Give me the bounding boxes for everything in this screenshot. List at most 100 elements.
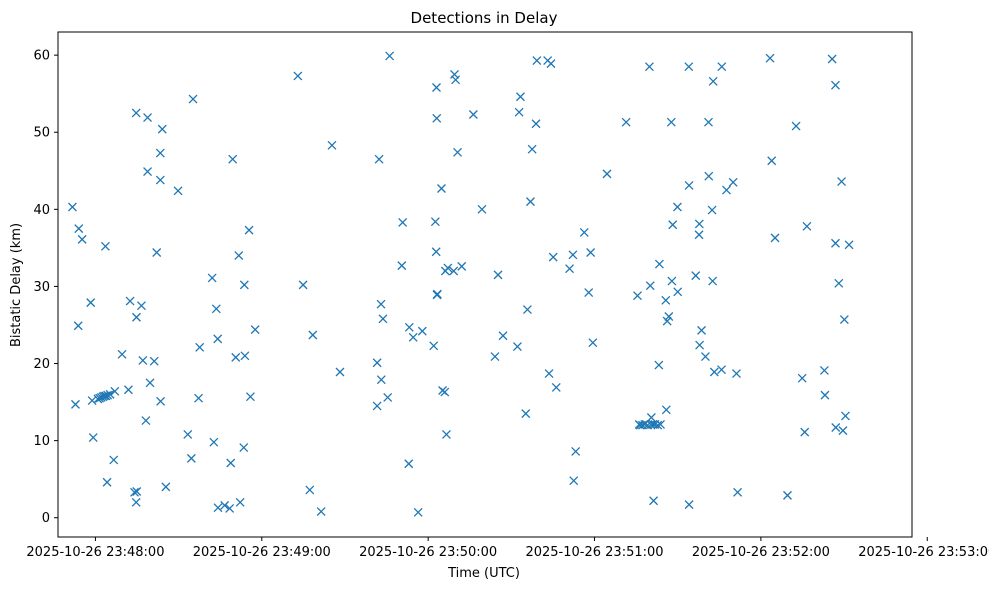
plot-frame [57, 31, 913, 538]
data-point [645, 281, 655, 291]
data-point [99, 391, 109, 401]
data-point [733, 487, 743, 497]
data-point [512, 342, 522, 352]
data-point [188, 94, 198, 104]
y-tick-label: 0 [42, 511, 50, 526]
data-point [441, 429, 451, 439]
data-point [100, 241, 110, 251]
data-point [451, 75, 461, 85]
data-point [376, 299, 386, 309]
data-point [231, 352, 241, 362]
data-point [584, 288, 594, 298]
data-point [527, 144, 537, 154]
y-axis: 0 10 20 30 40 50 60 [33, 49, 58, 526]
data-point [404, 322, 414, 332]
data-point [526, 197, 535, 207]
data-point [661, 405, 671, 415]
data-point [136, 301, 146, 311]
data-point [654, 259, 664, 269]
data-point [704, 117, 713, 127]
data-point [226, 458, 236, 468]
data-point [335, 367, 345, 377]
data-point [103, 390, 113, 400]
data-point [783, 490, 792, 500]
data-point [73, 321, 83, 331]
data-point [155, 148, 165, 158]
data-point [245, 392, 255, 402]
data-point [831, 423, 841, 432]
data-point [834, 278, 844, 288]
data-point [704, 171, 714, 181]
x-tick-label: 2025-10-26 23:49:00 [193, 545, 331, 560]
data-point [220, 500, 230, 510]
x-tick-label: 2025-10-26 23:52:00 [692, 545, 830, 560]
data-point [186, 453, 196, 463]
data-point [672, 202, 682, 212]
data-point [194, 393, 204, 403]
data-point [667, 276, 677, 286]
data-point [551, 382, 561, 392]
marker-layer [67, 51, 854, 517]
data-point [664, 312, 674, 321]
data-point [244, 225, 254, 235]
data-point [546, 59, 556, 69]
data-point [579, 227, 589, 237]
data-point [195, 342, 205, 352]
data-point [432, 113, 442, 123]
data-point [544, 369, 554, 379]
data-point [429, 341, 439, 351]
data-point [457, 261, 467, 271]
data-point [430, 217, 440, 227]
data-point [548, 252, 558, 262]
y-axis-label: Bistatic Delay (km) [9, 223, 24, 347]
data-point [109, 455, 119, 465]
data-point [250, 325, 260, 335]
data-point [110, 386, 120, 396]
data-point [173, 186, 183, 196]
data-point [586, 248, 596, 257]
data-point [654, 360, 664, 370]
data-point [661, 295, 671, 305]
data-point [372, 401, 382, 411]
data-point [791, 121, 801, 131]
data-point [378, 314, 388, 324]
data-point [374, 154, 384, 164]
data-point [432, 290, 442, 300]
data-point [569, 476, 579, 486]
data-point [86, 298, 96, 308]
data-point [117, 349, 127, 359]
data-point [132, 487, 142, 496]
data-point [316, 507, 326, 517]
data-point [417, 326, 427, 336]
data-point [588, 338, 598, 348]
data-point [691, 271, 701, 281]
chart-title: Detections in Delay [411, 9, 558, 27]
data-point [797, 373, 807, 383]
data-point [709, 367, 719, 377]
data-point [694, 219, 704, 229]
data-point [431, 247, 441, 257]
data-point [408, 332, 418, 342]
data-point [74, 224, 84, 234]
data-point [767, 156, 777, 166]
data-point [844, 240, 854, 250]
data-point [684, 180, 694, 190]
y-tick-label: 30 [33, 280, 50, 295]
data-point [211, 304, 221, 314]
data-point [722, 185, 731, 195]
data-point [131, 108, 141, 118]
data-point [145, 378, 155, 388]
data-point [649, 496, 659, 506]
data-point [514, 107, 524, 117]
data-point [700, 352, 710, 362]
data-point [132, 312, 141, 322]
data-point [123, 385, 133, 395]
data-point [437, 184, 446, 193]
data-point [516, 92, 525, 102]
data-point [694, 230, 704, 240]
data-point [468, 110, 478, 119]
data-point [717, 365, 726, 375]
data-point [404, 459, 414, 469]
data-point [240, 351, 250, 361]
